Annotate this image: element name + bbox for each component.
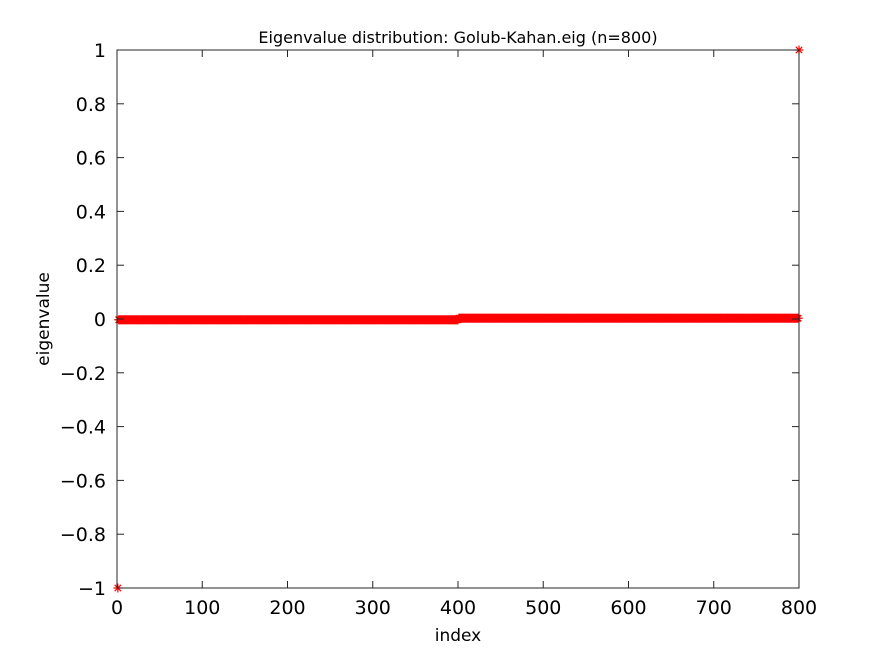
axis-ticks: 0 100 200 300 400 500 600 700 800 −1 −0.8 −0.6 −0.4 −…: [60, 40, 817, 619]
y-tick-label: −0.4: [60, 417, 106, 439]
y-tick-label: 0.6: [76, 148, 106, 170]
y-tick-label: 0.2: [76, 255, 106, 277]
y-tick-label: 0.4: [76, 201, 106, 223]
y-tick-label: −0.6: [60, 470, 106, 492]
y-axis-label: eigenvalue: [34, 272, 54, 366]
x-axis-label: index: [435, 626, 482, 646]
y-tick-label: 0: [94, 309, 106, 331]
x-tick-label: 600: [610, 597, 646, 619]
y-tick-label: −1: [78, 578, 106, 600]
chart-title: Eigenvalue distribution: Golub-Kahan.eig…: [258, 28, 657, 47]
y-tick-label: −0.8: [60, 524, 106, 546]
y-tick-label: 0.8: [76, 94, 106, 116]
x-tick-label: 200: [269, 597, 305, 619]
y-tick-label: 1: [94, 40, 106, 62]
data-point: [793, 313, 803, 323]
x-tick-label: 800: [781, 597, 817, 619]
x-tick-label: 700: [696, 597, 732, 619]
data-marks: [113, 45, 804, 593]
x-tick-label: 100: [184, 597, 220, 619]
y-tick-label: −0.2: [60, 363, 106, 385]
x-tick-label: 400: [440, 597, 476, 619]
x-tick-label: 300: [355, 597, 391, 619]
x-tick-label: 500: [525, 597, 561, 619]
x-tick-label: 0: [111, 597, 123, 619]
